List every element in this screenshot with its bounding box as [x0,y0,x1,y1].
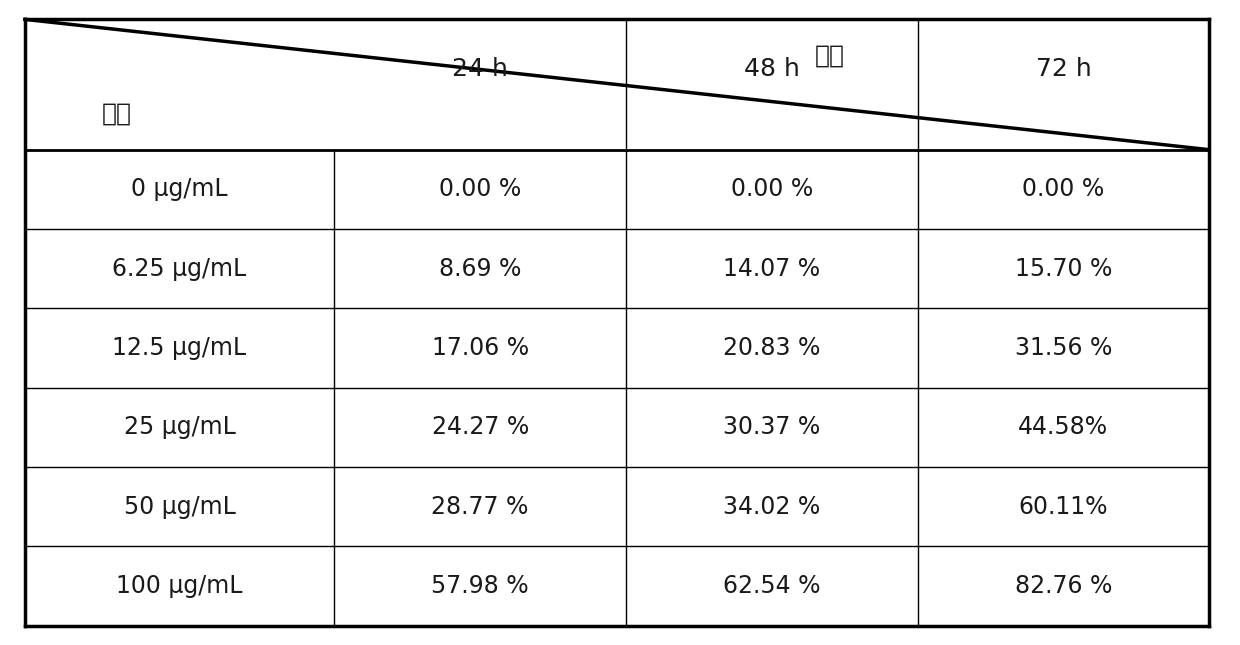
Text: 0.00 %: 0.00 % [1022,177,1105,201]
Text: 15.70 %: 15.70 % [1014,257,1112,281]
Text: 24.27 %: 24.27 % [432,415,528,439]
Text: 24 h: 24 h [453,57,508,81]
Text: 60.11%: 60.11% [1019,495,1109,519]
Text: 72 h: 72 h [1035,57,1091,81]
Text: 62.54 %: 62.54 % [723,574,821,598]
Text: 30.37 %: 30.37 % [723,415,821,439]
Text: 82.76 %: 82.76 % [1014,574,1112,598]
Text: 14.07 %: 14.07 % [723,257,821,281]
Text: 28.77 %: 28.77 % [432,495,528,519]
Text: 31.56 %: 31.56 % [1014,336,1112,360]
Text: 8.69 %: 8.69 % [439,257,521,281]
Text: 0.00 %: 0.00 % [730,177,813,201]
Text: 57.98 %: 57.98 % [432,574,529,598]
Text: 12.5 μg/mL: 12.5 μg/mL [113,336,247,360]
Text: 6.25 μg/mL: 6.25 μg/mL [113,257,247,281]
Text: 0.00 %: 0.00 % [439,177,521,201]
Text: 浓度: 浓度 [102,101,131,125]
Text: 20.83 %: 20.83 % [723,336,821,360]
Text: 34.02 %: 34.02 % [723,495,821,519]
Text: 48 h: 48 h [744,57,800,81]
Text: 25 μg/mL: 25 μg/mL [124,415,236,439]
Text: 时间: 时间 [815,44,846,68]
Text: 0 μg/mL: 0 μg/mL [131,177,228,201]
Text: 100 μg/mL: 100 μg/mL [117,574,243,598]
Text: 50 μg/mL: 50 μg/mL [124,495,236,519]
Text: 17.06 %: 17.06 % [432,336,528,360]
Text: 44.58%: 44.58% [1018,415,1109,439]
